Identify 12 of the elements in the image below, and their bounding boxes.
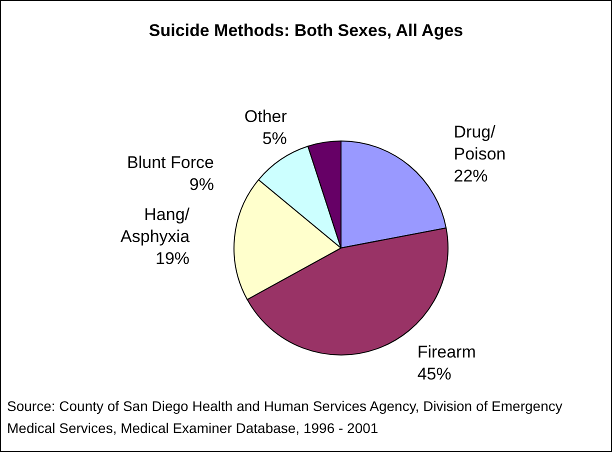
slice-label: Blunt Force (127, 153, 214, 172)
slice-label: Drug/ Poison (454, 122, 506, 164)
data-label: 19% (156, 249, 190, 268)
data-label: 5% (262, 129, 287, 148)
slice-label: Other (244, 107, 288, 126)
source-note: Source: County of San Diego Health and Human Services Agency, Division of Emergency Medical Services, Medical Examiner Database, 1996 - 2001 (7, 398, 566, 436)
slice-label: Firearm (417, 342, 476, 362)
chart-title: Suicide Methods: Both Sexes, All Ages (148, 21, 464, 40)
slice-label: Hang/ Asphyxia (120, 205, 190, 246)
data-label: 22% (454, 166, 488, 186)
data-label: 45% (417, 364, 452, 384)
data-label: 9% (189, 175, 214, 194)
